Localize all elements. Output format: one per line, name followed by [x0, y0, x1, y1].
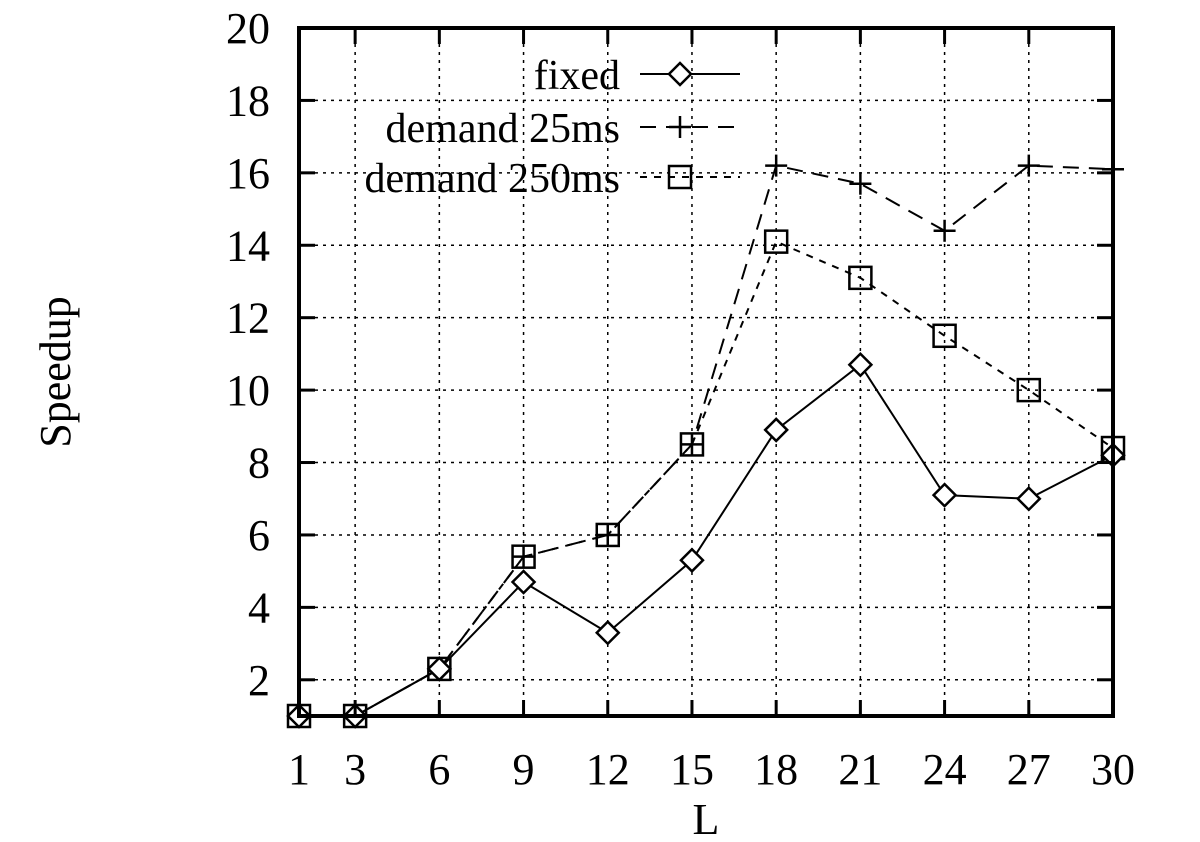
- y-tick-label: 18: [226, 76, 270, 125]
- y-tick-label: 10: [226, 366, 270, 415]
- y-tick-label: 16: [226, 149, 270, 198]
- series-demand-250ms: [286, 229, 1126, 729]
- legend-label-demand-25ms: demand 25ms: [386, 106, 620, 152]
- x-tick-label: 3: [344, 745, 366, 794]
- series-demand-25ms: [288, 154, 1124, 727]
- data-point-fixed: [426, 656, 453, 682]
- legend-marker-demand-25ms: [669, 116, 691, 138]
- data-point-fixed: [594, 619, 621, 646]
- x-tick-label: 30: [1091, 745, 1135, 794]
- x-tick-label: 18: [754, 745, 798, 794]
- x-tick-label: 27: [1007, 745, 1051, 794]
- series-fixed: [286, 351, 1126, 729]
- data-point-demand-250ms: [763, 229, 789, 254]
- data-point-demand-25ms: [933, 219, 956, 242]
- y-axis-label: Speedup: [31, 296, 80, 448]
- x-tick-label: 15: [670, 745, 714, 794]
- data-point-demand-25ms: [765, 154, 788, 177]
- series-line-demand-25ms: [299, 164, 1114, 717]
- data-point-demand-25ms: [512, 545, 535, 568]
- y-tick-label: 2: [248, 656, 270, 705]
- y-tick-label: 14: [226, 221, 270, 270]
- data-point-demand-25ms: [596, 523, 619, 546]
- x-tick-label: 12: [586, 745, 630, 794]
- plot-frame: [297, 26, 1115, 718]
- x-axis-label: L: [693, 795, 720, 842]
- y-tick-label: 4: [248, 583, 270, 632]
- x-tick-label: 1: [288, 745, 310, 794]
- data-point-demand-25ms: [1017, 154, 1040, 177]
- legend-label-fixed: fixed: [534, 53, 620, 99]
- axis-ticks: [297, 26, 1115, 716]
- x-tick-label: 21: [838, 745, 882, 794]
- data-point-fixed: [679, 547, 705, 574]
- data-point-fixed: [510, 569, 537, 595]
- data-point-fixed: [931, 482, 958, 508]
- y-tick-label: 8: [248, 439, 270, 488]
- data-point-fixed: [1016, 485, 1042, 512]
- data-point-demand-250ms: [1016, 377, 1042, 403]
- series-line-fixed: [299, 363, 1114, 717]
- data-point-demand-25ms: [849, 172, 872, 195]
- data-point-fixed: [763, 417, 789, 443]
- y-tick-label: 20: [226, 4, 270, 53]
- legend-marker-fixed: [667, 61, 693, 87]
- data-point-demand-25ms: [680, 433, 703, 456]
- x-tick-label: 6: [428, 745, 450, 794]
- series-line-demand-250ms: [299, 240, 1114, 717]
- x-tick-label: 24: [923, 745, 967, 794]
- x-tick-label: 9: [513, 745, 535, 794]
- data-point-demand-250ms: [848, 265, 873, 291]
- data-point-fixed: [847, 351, 874, 378]
- y-tick-label: 12: [226, 294, 270, 343]
- data-point-demand-250ms: [932, 323, 957, 349]
- legend-label-demand-250ms: demand 250ms: [365, 156, 620, 202]
- series-layer: [286, 154, 1126, 729]
- y-tick-label: 6: [248, 511, 270, 560]
- legend-marker-demand-250ms: [667, 164, 693, 190]
